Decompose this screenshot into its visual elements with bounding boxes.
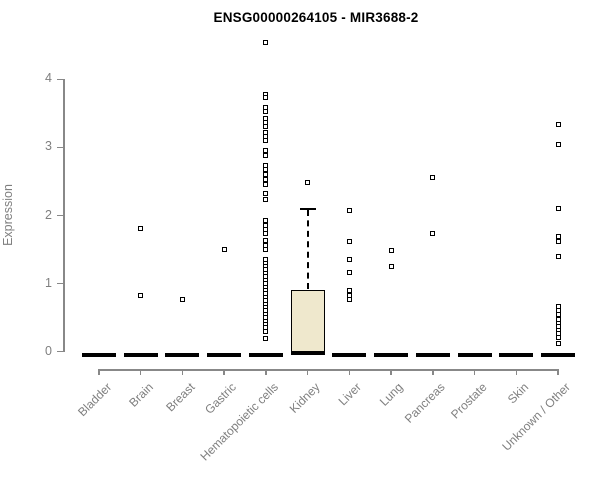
y-tick [57,282,63,285]
x-tick-label: Brain [125,380,156,410]
y-tick-label: 1 [45,275,52,290]
data-point [263,328,269,334]
y-tick-label: 3 [45,139,52,154]
collapsed-box [248,352,283,357]
data-point [263,247,269,253]
x-tick [223,369,225,375]
data-point [555,142,561,148]
collapsed-box [123,352,158,357]
data-point [263,172,269,178]
data-point [263,197,269,203]
data-point [430,230,436,236]
x-tick [98,369,100,375]
data-point [305,179,311,185]
collapsed-box [541,352,576,357]
data-point [388,248,394,254]
x-tick [139,369,142,375]
data-point [555,205,561,211]
data-point [263,95,269,101]
x-tick-label: Prostate [447,380,490,422]
x-tick [432,369,434,375]
data-point [346,287,352,293]
data-point [263,176,269,182]
collapsed-box [82,352,116,357]
data-point [555,253,561,259]
data-point [555,238,561,244]
box [290,289,325,352]
data-point [388,264,394,270]
collapsed-box [207,352,242,357]
data-point [263,123,269,129]
y-tick [57,350,63,353]
data-point [263,181,269,187]
collapsed-box [457,352,492,357]
x-tick-label: Skin [504,380,532,407]
x-tick [306,369,309,375]
data-point [179,296,185,302]
collapsed-box [499,352,534,357]
y-axis-line [63,79,65,352]
y-tick-label: 0 [45,343,52,358]
x-tick-label: Lung [377,380,407,409]
y-tick [57,78,63,81]
data-point [138,225,144,231]
data-point [263,153,269,159]
x-axis-line [99,369,560,371]
data-point [346,296,352,302]
data-point [346,238,352,244]
collapsed-box [332,352,367,357]
collapsed-box [165,352,200,357]
data-point [263,40,269,46]
x-tick-label: Pancreas [401,380,448,426]
x-tick-label: Liver [335,380,365,409]
data-point [346,256,352,262]
x-tick [515,369,518,375]
data-point [263,109,269,115]
y-axis-label: Expression [1,184,15,246]
data-point [555,341,561,347]
data-point [263,190,269,196]
y-tick-label: 2 [45,207,52,222]
data-point [221,247,227,253]
data-point [263,167,269,173]
data-point [263,238,269,244]
x-tick-label: Gastric [202,380,240,417]
y-tick [57,214,63,217]
data-point [263,230,269,236]
data-point [263,335,269,341]
x-tick-label: Bladder [74,380,114,420]
data-point [555,234,561,240]
x-tick [473,369,476,375]
whisker-cap [299,207,316,210]
chart-title: ENSG00000264105 - MIR3688-2 [213,10,419,25]
y-tick-label: 4 [45,71,52,86]
collapsed-box [415,352,450,357]
median-line [290,351,325,356]
data-point [346,269,352,275]
whisker-line [306,209,309,289]
data-point [555,334,561,340]
data-point [346,208,352,214]
x-tick-label: Hematopoietic cells [197,380,281,464]
x-tick [181,369,184,375]
collapsed-box [374,352,409,357]
y-tick [57,146,63,149]
x-tick [390,369,392,375]
data-point [263,148,269,154]
data-point [138,292,144,298]
data-point [263,138,269,144]
data-point [555,121,561,127]
x-tick [348,369,351,375]
x-tick-label: Kidney [286,380,323,416]
x-tick [557,369,559,375]
x-tick-label: Breast [162,380,198,415]
data-point [430,174,436,180]
x-tick [265,369,267,375]
